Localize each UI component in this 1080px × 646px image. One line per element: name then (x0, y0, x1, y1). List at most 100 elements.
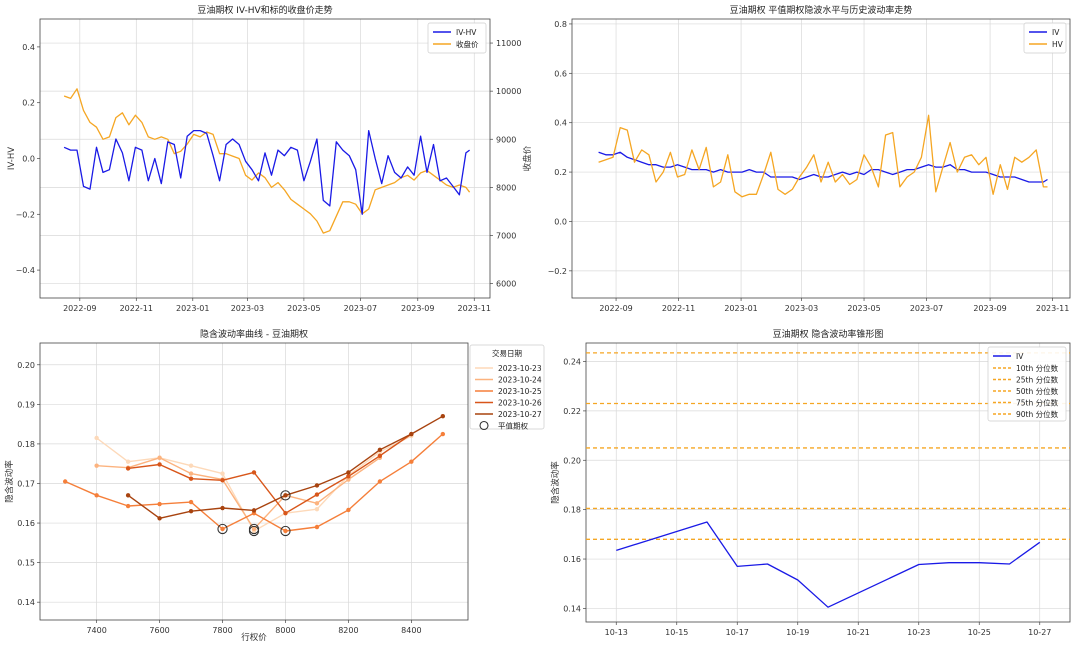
x-tick-label: 2023-05 (287, 304, 320, 313)
x-tick-label: 2023-01 (176, 304, 209, 313)
x-tick-label: 2022-09 (599, 304, 632, 313)
x-tick-label: 2023-09 (973, 304, 1006, 313)
y-tick-label: 0.17 (17, 479, 35, 488)
smile-point (346, 507, 351, 513)
smile-point (377, 479, 383, 484)
x-tick-label: 10-19 (786, 628, 809, 637)
smile-point (94, 463, 99, 468)
smile-point (157, 516, 162, 521)
smile-point (251, 470, 257, 475)
smile-point (346, 477, 351, 482)
smile-point (283, 528, 288, 534)
x-tick-label: 10-15 (665, 628, 688, 637)
smile-point (314, 507, 320, 512)
atm-marker (280, 525, 291, 537)
smile-point (157, 501, 162, 507)
smile-point (220, 478, 225, 483)
atm-marker (280, 490, 291, 501)
atm-marker (248, 523, 260, 535)
x-tick-label: 2023-11 (458, 304, 491, 313)
smile-point (62, 479, 68, 484)
y2-tick-label: 7000 (496, 231, 516, 240)
smile-point (188, 499, 194, 505)
smile-point (409, 459, 414, 464)
smile-point (314, 501, 320, 506)
x-tick-label: 2023-03 (785, 304, 818, 313)
x-axis-label: 行权价 (241, 632, 267, 643)
series-iv-line (616, 521, 1041, 608)
smile-point (220, 526, 225, 532)
chart-title: 豆油期权 隐含波动率锥形图 (773, 328, 884, 340)
plot-frame (571, 18, 1071, 299)
x-tick-label: 10-21 (847, 628, 870, 637)
legend (1023, 22, 1067, 54)
x-tick-label: 10-17 (726, 628, 749, 637)
smile-point (188, 471, 194, 476)
chart-iv-smile: 隐含波动率曲线 - 豆油期权 7400 7600 7800 8000 8200 8400 0.… (4, 328, 545, 643)
x-tick-label: 2023-07 (910, 304, 943, 313)
y-tick-label: 0.20 (563, 456, 581, 465)
x-tick-label: 8000 (275, 626, 295, 635)
x-tick-label: 7400 (86, 626, 106, 635)
x-tick-label: 8200 (338, 626, 358, 635)
y-axis-label: IV-HV (7, 147, 17, 170)
y-tick-label: −0.4 (16, 266, 35, 275)
smile-point (94, 435, 99, 441)
legend (987, 346, 1067, 422)
x-tick-label: 2023-01 (724, 304, 757, 313)
y-tick-label: 0.16 (17, 519, 35, 528)
y-tick-label: 0.6 (554, 69, 567, 78)
y2-tick-label: 10000 (496, 87, 521, 96)
y2-tick-label: 6000 (496, 280, 516, 289)
x-tick-label: 2023-07 (344, 304, 377, 313)
y-tick-label: 0.2 (22, 99, 35, 108)
smile-line (96, 457, 381, 530)
plot-frame (585, 342, 1071, 623)
smile-point (125, 503, 131, 509)
y-tick-label: 0.15 (17, 559, 35, 568)
x-tick-label: 8400 (401, 626, 421, 635)
y-tick-label: 0.19 (17, 400, 35, 409)
legend-atm-swatch (479, 420, 489, 431)
smile-point (377, 447, 383, 453)
legend-item-label: 收盘价 (456, 39, 479, 49)
smile-point (440, 431, 446, 437)
x-tick-label: 2023-11 (1036, 304, 1069, 313)
legend-item-label: 10th 分位数 (1016, 363, 1059, 373)
y-tick-label: 0.4 (554, 119, 567, 128)
chart-title: 豆油期权 平值期权隐波水平与历史波动率走势 (730, 4, 913, 16)
y-tick-label: −0.2 (16, 210, 35, 219)
x-tick-label: 10-23 (907, 628, 930, 637)
smile-point (440, 414, 446, 419)
smile-point (346, 474, 351, 479)
x-tick-label: 2023-03 (231, 304, 264, 313)
x-tick-label: 2022-11 (120, 304, 153, 313)
y-tick-label: 0.14 (17, 598, 35, 607)
legend-item-label: IV (1016, 352, 1024, 361)
smile-point (157, 462, 162, 467)
series-close-price-line (63, 88, 471, 234)
y-axis-label: 隐含波动率 (4, 460, 15, 503)
smile-point (314, 483, 320, 488)
y-tick-label: 0.18 (563, 506, 581, 515)
x-tick-label: 7600 (149, 626, 169, 635)
plot-frame (39, 18, 491, 299)
legend-item-label: 2023-10-26 (498, 399, 542, 408)
x-tick-label: 2023-05 (847, 304, 880, 313)
y-tick-label: 0.14 (563, 604, 581, 613)
chart-iv-cone: 豆油期权 隐含波动率锥形图 10-13 10-15 10-17 10-19 10-21 10… (550, 328, 1071, 637)
chart-title: 隐含波动率曲线 - 豆油期权 (200, 328, 308, 340)
legend-item-label: 25th 分位数 (1016, 375, 1059, 385)
smile-point (314, 492, 320, 497)
smile-point (125, 466, 131, 471)
x-tick-label: 2023-09 (401, 304, 434, 313)
smile-point (409, 431, 414, 437)
x-tick-label: 10-25 (968, 628, 991, 637)
legend-item-label: 2023-10-27 (498, 410, 542, 419)
legend-item-label: IV-HV (456, 28, 477, 37)
y2-tick-label: 9000 (496, 135, 516, 144)
smile-point (251, 526, 257, 532)
y-tick-label: 0.16 (563, 555, 581, 564)
smile-point (188, 508, 194, 514)
x-tick-label: 2022-09 (63, 304, 96, 313)
